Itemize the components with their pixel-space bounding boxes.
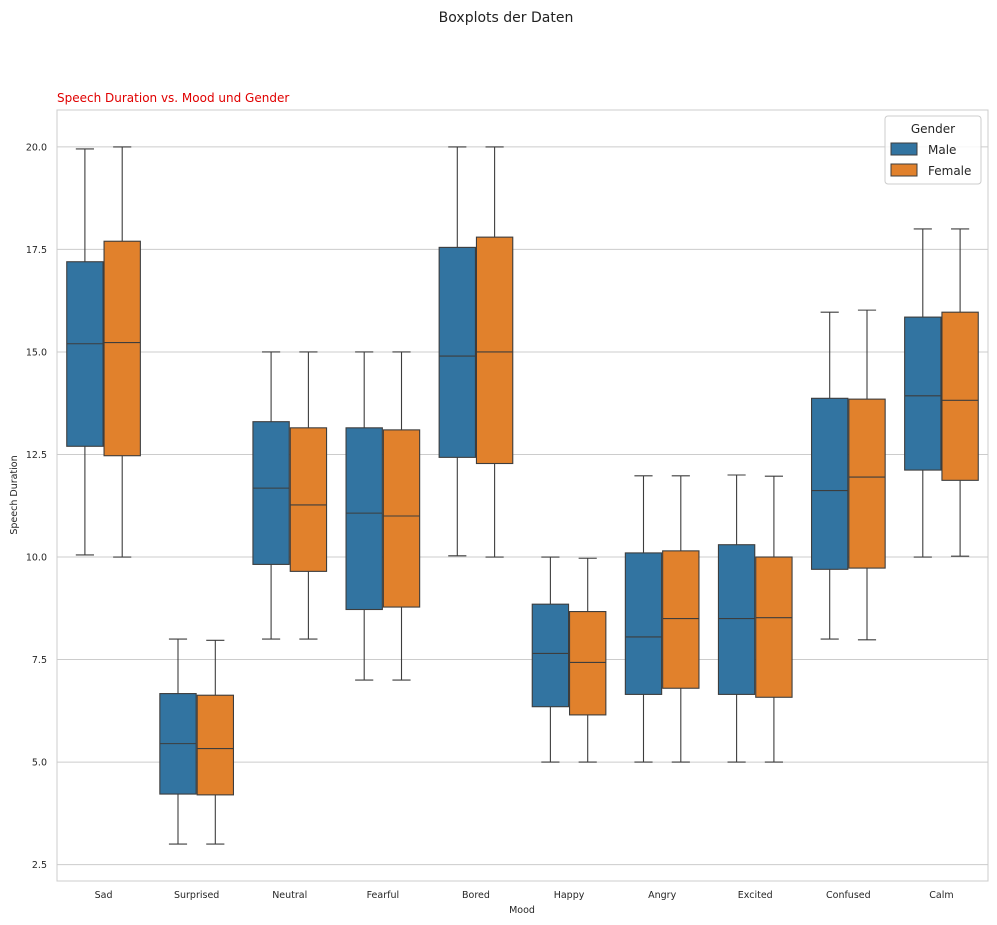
y-tick-label: 5.0 <box>32 758 47 769</box>
box-iqr <box>941 311 979 481</box>
x-tick-label: Neutral <box>272 890 307 901</box>
box-female-fearful <box>382 351 421 681</box>
box-iqr <box>438 246 476 458</box>
box-iqr <box>475 236 514 465</box>
x-tick-label: Calm <box>929 890 953 901</box>
x-tick-labels: Sad Surprised Neutral Fearful Bored Happy Angr… <box>95 890 954 901</box>
x-tick-label: Angry <box>648 890 676 901</box>
box-male-happy <box>531 556 570 763</box>
box-female-surprised <box>196 639 235 845</box>
box-male-confused <box>810 311 849 640</box>
box-iqr <box>755 556 793 698</box>
x-tick-label: Bored <box>462 890 490 901</box>
box-series <box>66 146 979 845</box>
x-tick-label: Sad <box>95 890 113 901</box>
legend-swatch-female <box>890 163 918 177</box>
x-tick-label: Fearful <box>367 890 400 901</box>
box-female-calm <box>941 228 979 557</box>
x-axis-label: Mood <box>509 905 535 916</box>
box-iqr <box>568 611 607 716</box>
box-male-excited <box>717 474 756 763</box>
box-iqr <box>624 552 663 695</box>
box-iqr <box>662 550 700 689</box>
box-iqr <box>252 421 290 565</box>
box-female-excited <box>755 475 793 763</box>
legend-title: Gender <box>911 122 955 136</box>
x-tick-label: Surprised <box>174 890 219 901</box>
x-tick-label: Happy <box>554 890 585 901</box>
box-male-calm <box>904 228 942 558</box>
plot-area-frame <box>56 109 989 882</box>
box-iqr <box>103 240 141 457</box>
box-iqr <box>810 397 849 570</box>
legend-label-female: Female <box>928 164 971 178</box>
figure-suptitle: Boxplots der Daten <box>439 10 574 26</box>
y-axis-label: Speech Duration <box>9 455 20 534</box>
box-male-surprised <box>159 638 197 845</box>
box-iqr <box>66 261 104 447</box>
box-iqr <box>289 427 328 572</box>
box-iqr <box>382 429 421 608</box>
box-male-angry <box>624 475 663 763</box>
x-tick-label: Confused <box>826 890 871 901</box>
y-tick-label: 10.0 <box>26 553 47 564</box>
box-female-angry <box>662 475 700 763</box>
y-tick-label: 2.5 <box>32 860 47 871</box>
box-female-happy <box>568 557 607 763</box>
box-female-sad <box>103 146 141 558</box>
x-tick-label: Excited <box>738 890 773 901</box>
y-tick-label: 12.5 <box>26 450 47 461</box>
legend-label-male: Male <box>928 143 956 157</box>
box-female-confused <box>848 309 886 641</box>
box-male-sad <box>66 148 104 556</box>
box-iqr <box>717 544 756 695</box>
box-iqr <box>904 316 942 471</box>
box-male-bored <box>438 146 476 557</box>
box-iqr <box>345 427 383 611</box>
chart-title: Speech Duration vs. Mood und Gender <box>57 91 289 105</box>
y-tick-label: 15.0 <box>26 347 47 358</box>
box-female-neutral <box>289 351 328 640</box>
box-male-fearful <box>345 351 383 681</box>
box-male-neutral <box>252 351 290 640</box>
legend: Gender Male Female <box>884 115 982 185</box>
y-tick-label: 17.5 <box>26 245 47 256</box>
box-iqr <box>531 603 570 708</box>
y-tick-labels: 2.5 5.0 7.5 10.0 12.5 15.0 17.5 20.0 <box>26 142 47 871</box>
box-female-bored <box>475 146 514 558</box>
legend-swatch-male <box>890 142 918 156</box>
box-iqr <box>848 398 886 569</box>
y-tick-label: 7.5 <box>32 655 47 666</box>
box-iqr <box>196 694 235 796</box>
y-tick-label: 20.0 <box>26 142 47 153</box>
